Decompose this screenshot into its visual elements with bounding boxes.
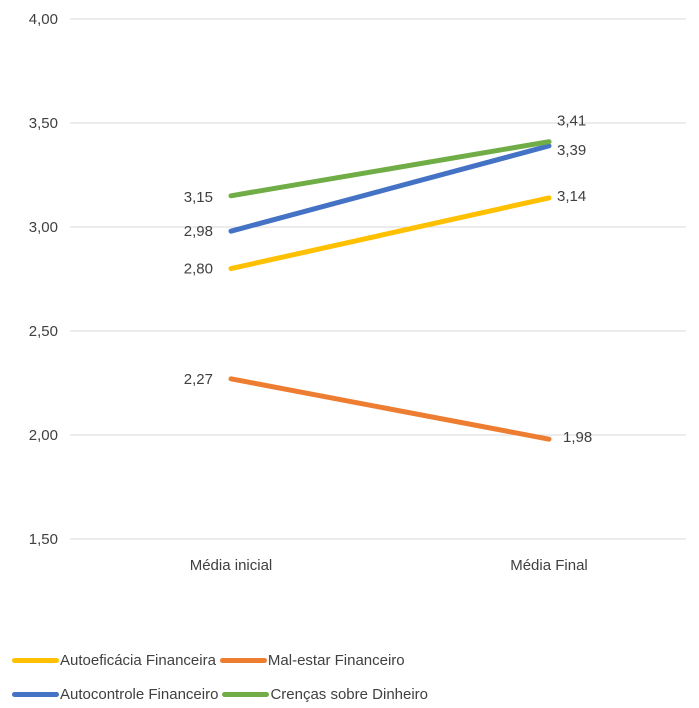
- legend-label-crencas: Crenças sobre Dinheiro: [270, 685, 429, 703]
- legend-item-crencas: Crenças sobre Dinheiro: [222, 686, 428, 703]
- legend-label-autoeficacia: Autoeficácia Financeira: [60, 651, 216, 669]
- chart-canvas: 1,502,002,503,003,504,00 Média inicial Mé…: [29, 11, 686, 574]
- y-tick-label: 1,50: [29, 531, 58, 548]
- legend-row-2: Autocontrole Financeiro Crenças sobre Di…: [12, 682, 432, 706]
- legend-label-mal-estar: Mal-estar Financeiro: [267, 651, 405, 669]
- series-line: [228, 195, 552, 272]
- x-category-label: Média Final: [510, 557, 588, 574]
- data-labels: 2,80 3,14 2,27 1,98 2,98 3,39 3,15 3,41: [184, 113, 592, 446]
- data-label: 2,98: [184, 223, 213, 240]
- y-axis-ticks: 1,50 2,00 2,50 3,00 3,50 4,00: [29, 11, 58, 548]
- legend-row-1: Autoeficácia Financeira Mal-estar Financ…: [12, 648, 409, 672]
- y-tick-label: 3,00: [29, 219, 58, 236]
- legend-swatch-crencas: [222, 691, 270, 697]
- legend-item-mal-estar: Mal-estar Financeiro: [219, 651, 405, 669]
- data-label: 3,39: [557, 142, 586, 159]
- legend-item-autocontrole: Autocontrole Financeiro: [12, 686, 218, 703]
- y-tick-label: 3,50: [29, 115, 58, 132]
- gridlines: [70, 18, 686, 540]
- y-tick-label: 2,50: [29, 323, 58, 340]
- series-lines: [228, 139, 552, 442]
- data-label: 2,80: [184, 261, 213, 278]
- series-line: [228, 143, 552, 234]
- legend-swatch-autocontrole: [12, 691, 59, 697]
- x-category-label: Média inicial: [190, 557, 273, 574]
- y-tick-label: 2,00: [29, 427, 58, 444]
- data-label: 2,27: [184, 371, 213, 388]
- legend-swatch-autoeficacia: [12, 657, 59, 663]
- data-label: 3,41: [557, 113, 586, 130]
- y-tick-label: 4,00: [29, 11, 58, 28]
- data-label: 3,14: [557, 188, 586, 205]
- data-label: 1,98: [563, 429, 592, 446]
- legend-item-autoeficacia: Autoeficácia Financeira: [12, 652, 216, 669]
- series-line: [228, 376, 552, 442]
- data-label: 3,15: [184, 189, 213, 206]
- legend: Autoeficácia Financeira Mal-estar Financ…: [0, 640, 699, 708]
- series-line: [228, 139, 552, 199]
- legend-label-autocontrole: Autocontrole Financeiro: [60, 685, 219, 703]
- x-axis-categories: Média inicial Média Final: [190, 557, 588, 574]
- legend-swatch-mal-estar: [219, 657, 267, 663]
